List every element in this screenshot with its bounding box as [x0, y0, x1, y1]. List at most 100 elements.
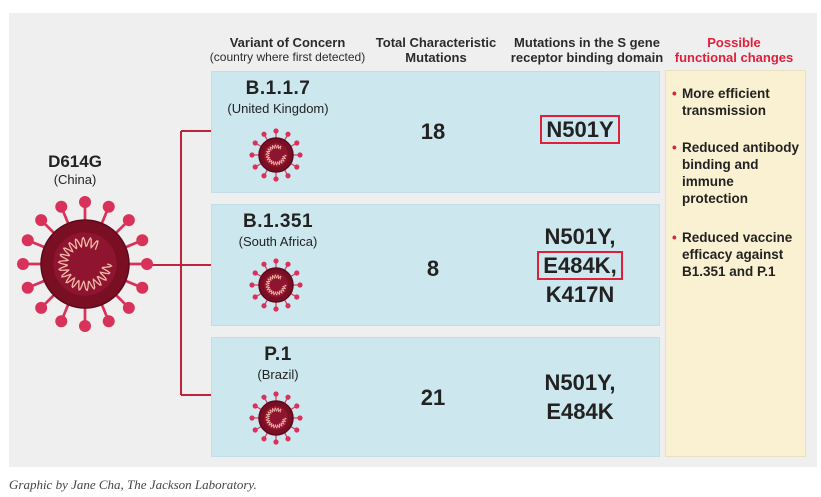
bullet-icon: •	[672, 140, 677, 155]
functional-change-text: More efficient transmission	[682, 86, 770, 118]
virus-spike-tip	[55, 200, 68, 213]
virus-spike-tip	[252, 427, 258, 433]
origin-country: (China)	[53, 172, 97, 187]
mutation-count: 8	[426, 256, 440, 281]
virus-spike-tip	[261, 131, 267, 137]
header-total-line2: Mutations	[405, 50, 467, 65]
virus-spike-tip	[261, 303, 267, 309]
variant-country: (South Africa)	[238, 234, 318, 249]
virus-spike-tip	[102, 200, 115, 213]
virus-spike-tip	[297, 282, 303, 288]
virus-core	[263, 142, 289, 168]
mutation-item: K417N	[545, 282, 615, 307]
mutation-count: 21	[420, 385, 446, 410]
virus-spike-tip	[285, 303, 291, 309]
virus-rna	[265, 407, 287, 429]
header-mutations-line1: Mutations in the S gene	[514, 35, 660, 50]
virus-core	[263, 272, 289, 298]
virus-spike-tip	[102, 315, 115, 328]
variant-row-b117	[211, 71, 660, 193]
mutation-list: N501Y	[505, 115, 655, 144]
virus-spike-tip	[35, 214, 48, 227]
virus-spike-tip	[35, 301, 48, 314]
virus-rna	[57, 236, 113, 292]
mutation-item: N501Y,	[544, 370, 616, 395]
virus-spike-tip	[294, 294, 300, 300]
virus-spike-tip	[294, 140, 300, 146]
bullet-icon: •	[672, 230, 677, 245]
virus-spike-tip	[261, 261, 267, 267]
virus-icon	[249, 258, 303, 312]
mutation-list: N501Y, E484K	[505, 368, 655, 426]
virus-spike-tip	[273, 439, 279, 445]
mutation-count: 18	[420, 119, 446, 144]
variant-country: (Brazil)	[257, 367, 299, 382]
connector-lines	[150, 130, 211, 396]
virus-spike-tip	[249, 415, 255, 421]
virus-spike-tip	[141, 258, 153, 270]
virus-spike-tip	[294, 427, 300, 433]
caption: Graphic by Jane Cha, The Jackson Laborat…	[9, 477, 257, 492]
virus-spike-tip	[294, 164, 300, 170]
header-functional: Possible functional changes	[668, 35, 800, 65]
virus-spike-tip	[17, 258, 29, 270]
mutation-list: N501Y, E484K, K417N	[505, 222, 655, 309]
highlighted-mutation: N501Y	[540, 115, 620, 144]
virus-spike-tip	[122, 214, 135, 227]
header-total-line1: Total Characteristic	[375, 35, 497, 50]
header-functional-line2: functional changes	[674, 50, 794, 65]
virus-spike-tip	[249, 152, 255, 158]
virus-spike-tip	[285, 261, 291, 267]
virus-rna	[265, 274, 287, 296]
header-variant-title: Variant of Concern	[229, 35, 346, 50]
functional-change-item: • More efficient transmission	[672, 85, 802, 119]
virus-spike-tip	[285, 394, 291, 400]
virus-spike-tip	[136, 234, 149, 247]
virus-spike-tip	[294, 270, 300, 276]
virus-spike-tip	[21, 234, 34, 247]
functional-change-item: • Reduced antibody binding and immune pr…	[672, 139, 802, 207]
virus-spike-tip	[294, 403, 300, 409]
variant-name: B.1.351	[242, 211, 314, 232]
virus-spike-tip	[273, 391, 279, 397]
virus-spike-tip	[55, 315, 68, 328]
mutation-item: E484K	[546, 399, 614, 424]
header-total: Total Characteristic Mutations	[372, 35, 500, 65]
functional-changes-column: • More efficient transmission • Reduced …	[665, 70, 806, 457]
header-functional-line1: Possible	[707, 35, 761, 50]
virus-rna	[265, 144, 287, 166]
variant-country: (United Kingdom)	[227, 101, 329, 116]
origin-label: D614G (China)	[20, 152, 130, 187]
header-variant: Variant of Concern (country where first …	[200, 35, 375, 65]
virus-spike-tip	[297, 415, 303, 421]
virus-spike-tip	[252, 403, 258, 409]
virus-spike-tip	[249, 282, 255, 288]
functional-change-item: • Reduced vaccine efficacy against B1.35…	[672, 229, 802, 280]
header-mutations: Mutations in the S gene receptor binding…	[508, 35, 666, 65]
virus-spike-tip	[261, 436, 267, 442]
virus-spike-tip	[252, 270, 258, 276]
virus-spike-tip	[297, 152, 303, 158]
virus-spike-tip	[273, 258, 279, 264]
variant-name: B.1.1.7	[245, 78, 311, 99]
virus-spike-tip	[79, 320, 91, 332]
virus-large-icon	[17, 196, 153, 332]
virus-icon	[249, 391, 303, 445]
virus-core	[263, 405, 289, 431]
virus-spike-tip	[252, 164, 258, 170]
virus-spike-tip	[285, 436, 291, 442]
virus-spike-tip	[252, 140, 258, 146]
virus-spike-tip	[285, 131, 291, 137]
virus-spike-tip	[273, 176, 279, 182]
functional-change-text: Reduced vaccine efficacy against B1.351 …	[682, 230, 793, 279]
virus-spike-tip	[261, 173, 267, 179]
functional-change-text: Reduced antibody binding and immune prot…	[682, 140, 800, 206]
virus-icon	[249, 128, 303, 182]
header-mutations-line2: receptor binding domain	[510, 50, 664, 65]
virus-spike-tip	[136, 281, 149, 294]
variant-name: P.1	[264, 344, 292, 365]
mutation-item: N501Y,	[544, 224, 616, 249]
virus-spike-tip	[273, 306, 279, 312]
virus-spike-tip	[21, 281, 34, 294]
